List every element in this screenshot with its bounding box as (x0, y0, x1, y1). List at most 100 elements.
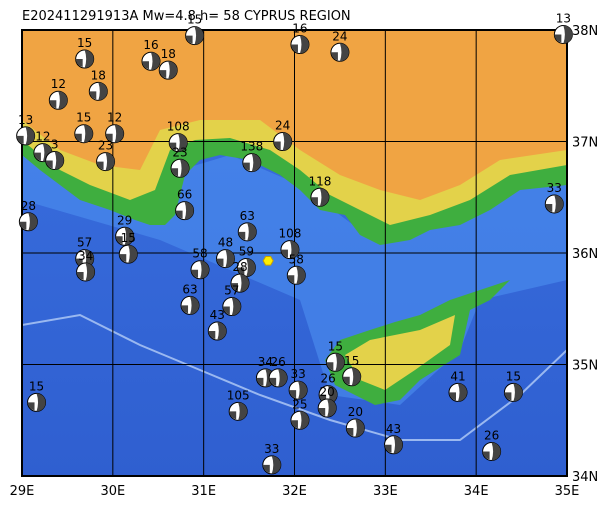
depth-label: 26 (484, 428, 499, 442)
beachball-quadrant (181, 296, 200, 315)
beachball-quadrant (310, 188, 329, 207)
focal-mechanism: 33 (544, 181, 564, 214)
beachball-quadrant (75, 49, 94, 68)
beachball-quadrant (49, 91, 68, 110)
beachball-quadrant (237, 258, 256, 277)
focal-mechanism: 108 (167, 120, 190, 153)
focal-mechanism: 26 (318, 372, 338, 405)
focal-mechanism: 26 (268, 355, 288, 388)
beachball-quadrant (222, 297, 241, 316)
focal-mechanism: 108 (279, 227, 302, 260)
depth-label: 34 (258, 355, 273, 369)
beachball-quadrant (89, 82, 108, 101)
focal-mechanism: 16 (290, 21, 310, 54)
depth-label: 33 (290, 367, 305, 381)
map-frame (21, 29, 568, 477)
depth-label: 23 (98, 139, 113, 153)
beachball-quadrant (171, 159, 190, 178)
depth-label: 33 (547, 181, 562, 195)
focal-mechanism: 26 (482, 428, 502, 461)
lat-tick-label: 37N (572, 136, 598, 151)
depth-label: 48 (218, 236, 233, 250)
focal-mechanism: 15 (185, 13, 205, 46)
beachball-quadrant (482, 442, 501, 461)
depth-label: 34 (78, 249, 93, 263)
focal-mechanism: 20 (345, 405, 365, 438)
depth-label: 26 (271, 355, 286, 369)
lat-tick-label: 38N (572, 24, 598, 39)
depth-label: 15 (344, 354, 359, 368)
focal-mechanism: 43 (207, 308, 227, 341)
focal-mechanism: 66 (175, 188, 195, 221)
focal-mechanism: 41 (448, 369, 468, 402)
focal-mechanism: 13 (16, 113, 36, 146)
focal-mechanism: 33 (288, 367, 308, 400)
focal-mechanism: 25 (290, 397, 310, 430)
depth-label: 12 (107, 111, 122, 125)
lon-tick-label: 29E (10, 484, 35, 499)
beachball-quadrant (449, 383, 467, 402)
focal-mechanism: 63 (180, 282, 200, 315)
beachball-quadrant (185, 26, 204, 45)
beachball-quadrant (262, 455, 281, 474)
depth-label: 108 (167, 120, 190, 134)
depth-label: 28 (232, 260, 247, 274)
beachball-quadrant (74, 124, 93, 143)
depth-label: 108 (279, 227, 302, 241)
depth-label: 105 (227, 388, 250, 402)
depth-label: 33 (264, 442, 279, 456)
depth-label: 12 (51, 77, 66, 91)
focal-mechanism: 18 (158, 47, 178, 80)
map-title: E202411291913A Mw=4.8 h= 58 CYPRUS REGIO… (22, 9, 351, 24)
beachball-quadrant (326, 353, 345, 372)
depth-label: 15 (506, 369, 521, 383)
focal-mechanism: 13 (553, 11, 573, 44)
lon-tick-label: 34E (464, 484, 489, 499)
focal-mechanism: 118 (308, 174, 331, 207)
depth-label: 13 (556, 11, 571, 25)
focal-mechanism: 28 (230, 260, 250, 293)
depth-label: 57 (224, 284, 239, 298)
focal-mechanism: 12 (48, 77, 68, 110)
beachball-quadrant (115, 227, 134, 246)
depth-label: 23 (172, 145, 187, 159)
lon-tick-label: 35E (555, 484, 580, 499)
depth-label: 20 (320, 385, 335, 399)
beachball-quadrant (330, 43, 349, 62)
focal-mechanism: 58 (286, 252, 306, 285)
depth-label: 24 (332, 29, 347, 43)
main-event (262, 255, 274, 266)
focal-mechanism: 24 (273, 119, 293, 151)
focal-mechanism: 63 (237, 209, 257, 242)
depth-label: 18 (161, 47, 176, 61)
depth-label: 15 (187, 13, 202, 27)
lon-tick-label: 30E (100, 484, 125, 499)
depth-label: 13 (18, 113, 33, 127)
beachball-quadrant (290, 411, 309, 430)
depth-label: 12 (35, 130, 50, 144)
beachball-quadrant (208, 322, 227, 341)
focal-mechanism: 34 (76, 249, 96, 282)
depth-label: 15 (76, 111, 91, 125)
beachball-quadrant (545, 194, 564, 213)
focal-mechanism: 15 (75, 36, 95, 69)
beachball-quadrant (289, 381, 308, 400)
beachball-quadrant (280, 240, 299, 259)
lon-tick-label: 32E (282, 484, 307, 499)
beachball-quadrant (96, 152, 115, 171)
beachball-quadrant (159, 61, 178, 80)
depth-label: 25 (292, 397, 307, 411)
beachball-quadrant (242, 153, 261, 172)
focal-mechanism: 20 (317, 385, 337, 418)
depth-label: 26 (320, 372, 335, 386)
focal-mechanism: 15 (27, 379, 47, 412)
beachball-quadrant (119, 245, 138, 264)
lon-tick-label: 33E (373, 484, 398, 499)
lat-tick-label: 35N (572, 359, 598, 374)
depth-label: 43 (386, 422, 401, 436)
depth-label: 24 (275, 119, 290, 133)
focal-mechanism: 28 (18, 199, 38, 232)
beachball-quadrant (216, 249, 235, 268)
beachball-quadrant (318, 398, 337, 417)
